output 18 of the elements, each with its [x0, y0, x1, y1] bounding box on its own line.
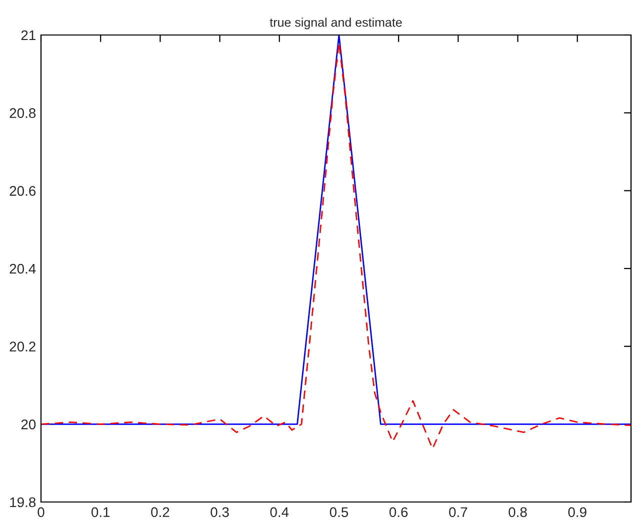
- y-tick-label: 21: [21, 30, 36, 40]
- x-tick-label: 0.4: [270, 507, 289, 518]
- y-tick-label: 19.8: [10, 497, 36, 508]
- x-tick-label: 0.7: [449, 507, 468, 518]
- x-tick-label: 0.2: [151, 507, 170, 518]
- x-tick-label: 0.5: [330, 507, 348, 518]
- x-tick-label: 0.1: [91, 507, 110, 518]
- y-tick-label: 20.2: [10, 342, 36, 352]
- y-tick-label: 20: [21, 420, 36, 430]
- y-tick-label: 20.6: [10, 186, 36, 196]
- y-tick-label: 20.4: [10, 264, 36, 274]
- y-tick-label: 20.8: [10, 108, 36, 118]
- chart-title: true signal and estimate: [270, 18, 402, 30]
- x-tick-label: 0.3: [210, 507, 229, 518]
- x-tick-label: 0.9: [568, 507, 586, 518]
- x-tick-label: 0.8: [508, 507, 527, 518]
- x-tick-label: 0: [38, 507, 44, 518]
- x-tick-label: 0.6: [389, 507, 408, 518]
